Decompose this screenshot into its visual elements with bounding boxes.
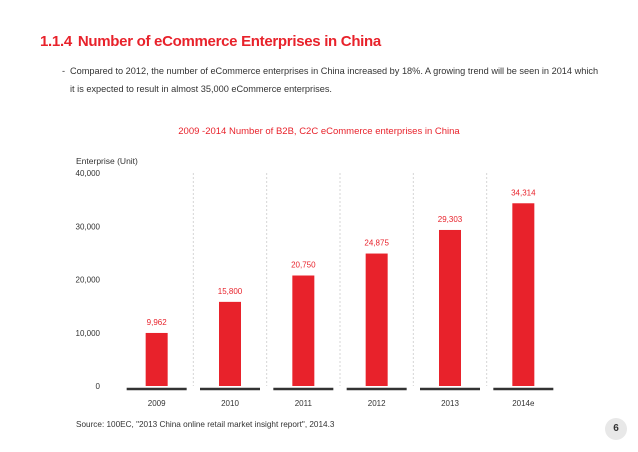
page-number: 6 <box>605 418 627 440</box>
x-tick-label: 2011 <box>295 399 313 408</box>
summary-bullet: - Compared to 2012, the number of eComme… <box>62 62 600 98</box>
chart-title: 2009 -2014 Number of B2B, C2C eCommerce … <box>178 126 460 137</box>
bar <box>292 275 315 386</box>
section-heading: 1.1.4 Number of eCommerce Enterprises in … <box>40 33 381 50</box>
bullet-dash: - <box>62 66 66 76</box>
bar <box>365 253 388 386</box>
y-tick-label: 20,000 <box>76 276 101 285</box>
source-note: Source: 100EC, "2013 China online retail… <box>76 420 335 429</box>
y-tick-label: 40,000 <box>76 169 101 178</box>
section-title: Number of eCommerce Enterprises in China <box>77 33 381 50</box>
bar <box>512 203 535 386</box>
bullet-text: Compared to 2012, the number of eCommerc… <box>70 66 599 94</box>
x-tick-label: 2010 <box>221 399 239 408</box>
data-label: 9,962 <box>147 318 168 327</box>
y-tick-label: 0 <box>96 382 101 391</box>
bar <box>145 332 168 386</box>
y-axis-label: Enterprise (Unit) <box>76 156 138 166</box>
data-label: 20,750 <box>291 261 316 270</box>
bar <box>219 301 241 386</box>
bar <box>439 229 461 386</box>
data-label: 24,875 <box>364 239 389 248</box>
x-tick-label: 2013 <box>441 399 459 408</box>
data-label: 15,800 <box>218 287 243 296</box>
section-number: 1.1.4 <box>40 33 72 50</box>
data-label: 29,303 <box>438 215 463 224</box>
y-tick-label: 30,000 <box>76 222 101 231</box>
y-tick-label: 10,000 <box>76 329 101 338</box>
data-label: 34,314 <box>511 188 536 197</box>
x-tick-label: 2009 <box>148 399 166 408</box>
x-tick-label: 2012 <box>368 399 386 408</box>
x-tick-label: 2014e <box>512 399 535 408</box>
